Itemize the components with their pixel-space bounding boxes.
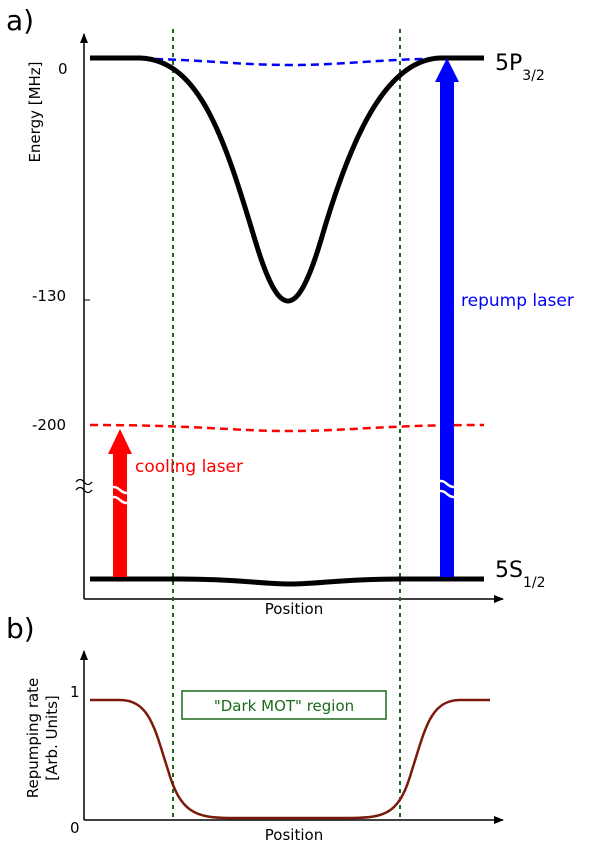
repumping-rate-curve bbox=[90, 698, 490, 820]
cooling-detuning-level bbox=[89, 423, 485, 433]
panel-b-x-label: Position bbox=[265, 826, 323, 844]
panel-a-tick-neg130: -130 bbox=[32, 287, 66, 305]
cooling-laser-label: cooling laser bbox=[135, 457, 243, 477]
panel-b-y-label-1: Repumping rate bbox=[24, 678, 42, 799]
panel-a-y-label: Energy [MHz] bbox=[26, 61, 44, 162]
cooling-laser-arrow bbox=[106, 429, 134, 577]
panel-a-axis-break bbox=[75, 478, 93, 494]
panel-a-x-label: Position bbox=[265, 600, 323, 618]
panel-a-tick-neg200: -200 bbox=[32, 416, 66, 434]
state-label-5p-sub: 3/2 bbox=[522, 68, 545, 84]
cooling-break-icon bbox=[106, 485, 134, 505]
panel-b-y-label-2: [Arb. Units] bbox=[43, 695, 61, 781]
panel-a-tick-0: 0 bbox=[58, 60, 68, 78]
state-label-5p-main: 5P bbox=[495, 51, 522, 76]
repump-laser-arrow bbox=[433, 58, 461, 577]
5s-level-curve bbox=[90, 576, 484, 587]
panel-b-tick-0: 0 bbox=[70, 819, 80, 837]
5p-level-curve bbox=[90, 55, 484, 304]
dark-mot-region-box: "Dark MOT" region bbox=[181, 690, 387, 720]
state-label-5s-sub: 1/2 bbox=[523, 575, 546, 591]
state-label-5s-main: 5S bbox=[495, 558, 523, 583]
state-label-5s: 5S1/2 bbox=[495, 558, 546, 591]
panel-b-label: b) bbox=[6, 612, 35, 645]
panel-b-tick-1: 1 bbox=[70, 683, 80, 701]
state-label-5p: 5P3/2 bbox=[495, 51, 545, 84]
5p-unperturbed-level bbox=[89, 56, 485, 67]
panel-a-label: a) bbox=[6, 4, 34, 37]
repump-break-icon bbox=[433, 479, 461, 499]
dark-mot-region-label: "Dark MOT" region bbox=[214, 697, 354, 715]
repump-laser-label: repump laser bbox=[461, 291, 574, 311]
